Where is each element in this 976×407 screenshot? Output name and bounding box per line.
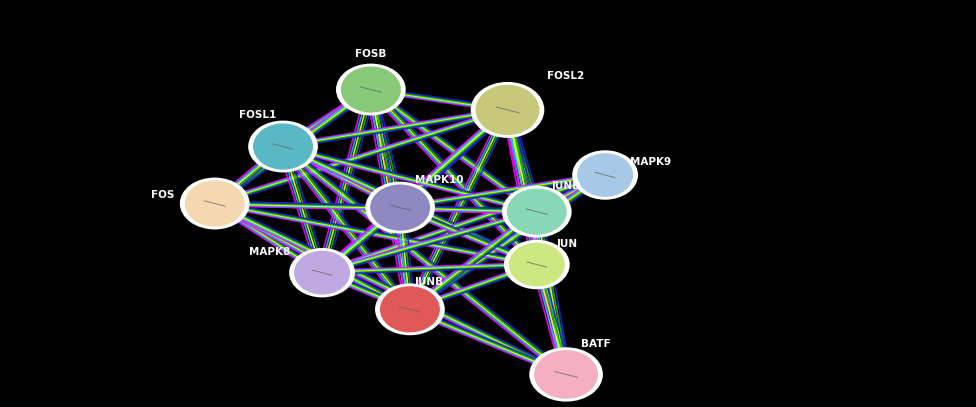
Ellipse shape: [295, 252, 349, 294]
Ellipse shape: [530, 348, 602, 401]
Text: JUND: JUND: [551, 181, 581, 191]
Ellipse shape: [509, 243, 564, 286]
Text: MAPK8: MAPK8: [249, 247, 290, 257]
Text: BATF: BATF: [581, 339, 610, 349]
Text: JUN: JUN: [556, 239, 578, 249]
Ellipse shape: [505, 241, 569, 289]
Text: FOSL2: FOSL2: [547, 71, 584, 81]
Ellipse shape: [476, 85, 539, 134]
Ellipse shape: [376, 284, 444, 335]
Text: MAPK10: MAPK10: [415, 175, 464, 185]
Ellipse shape: [181, 178, 249, 229]
Ellipse shape: [185, 181, 244, 226]
Ellipse shape: [366, 182, 434, 233]
Ellipse shape: [508, 189, 566, 234]
Ellipse shape: [471, 83, 544, 137]
Ellipse shape: [573, 151, 637, 199]
Text: FOSB: FOSB: [355, 49, 386, 59]
Ellipse shape: [342, 67, 400, 112]
Ellipse shape: [381, 287, 439, 332]
Ellipse shape: [337, 64, 405, 115]
Ellipse shape: [503, 186, 571, 237]
Ellipse shape: [290, 249, 354, 297]
Ellipse shape: [249, 121, 317, 172]
Text: JUNB: JUNB: [415, 277, 444, 287]
Text: FOSL1: FOSL1: [239, 110, 276, 120]
Ellipse shape: [578, 154, 632, 196]
Ellipse shape: [371, 185, 429, 230]
Text: FOS: FOS: [151, 190, 175, 200]
Text: MAPK9: MAPK9: [630, 157, 671, 167]
Ellipse shape: [535, 351, 597, 398]
Ellipse shape: [254, 124, 312, 169]
